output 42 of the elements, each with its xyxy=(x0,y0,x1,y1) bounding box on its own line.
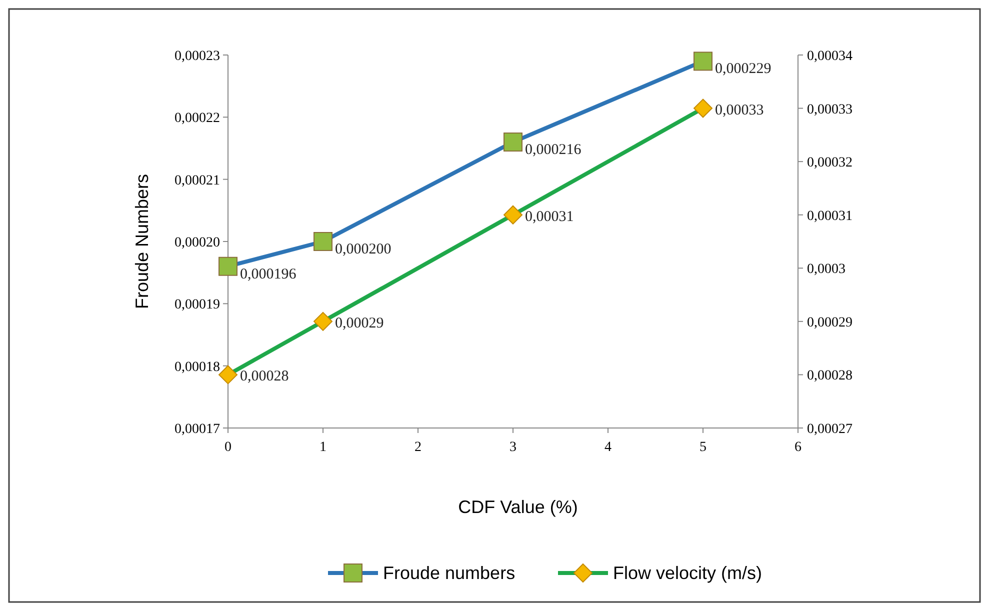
x-axis-title: CDF Value (%) xyxy=(458,497,578,517)
y-tick-label: 0,00022 xyxy=(174,111,220,126)
x-tick-label: 6 xyxy=(794,440,802,455)
data-label: 0,000200 xyxy=(335,242,392,258)
data-label: 0,00031 xyxy=(525,208,574,225)
x-tick-label: 4 xyxy=(604,440,612,455)
y-tick-label: 0,00018 xyxy=(174,360,220,375)
data-label: 0,000216 xyxy=(525,142,582,158)
y-axis-title: Froude Numbers xyxy=(132,174,152,310)
y2-tick-label: 0,00027 xyxy=(807,422,852,437)
x-tick-label: 2 xyxy=(414,440,422,455)
point xyxy=(504,205,522,224)
legend-label: Flow velocity (m/s) xyxy=(613,563,762,583)
point xyxy=(314,312,332,331)
point xyxy=(218,365,238,384)
y2-tick-label: 0,00031 xyxy=(807,208,852,224)
point xyxy=(694,98,712,118)
y-tick-label: 0,00020 xyxy=(174,236,220,250)
y2-tick-label: 0,00032 xyxy=(807,156,852,171)
x-tick-label: 0 xyxy=(224,440,232,455)
y-tick-label: 0,00023 xyxy=(174,49,220,64)
data-label: 0,00033 xyxy=(715,102,764,118)
y2-tick-label: 0,00029 xyxy=(807,315,852,330)
data-label: 0,000196 xyxy=(240,266,297,282)
y-tick-label: 0,00017 xyxy=(174,422,220,437)
point xyxy=(218,256,238,276)
legend-label: Froude numbers xyxy=(383,563,516,583)
y2-tick-label: 0,00033 xyxy=(807,102,852,118)
x-tick-label: 5 xyxy=(700,440,706,455)
point xyxy=(504,132,522,152)
y2-tick-label: 0,00028 xyxy=(807,368,852,384)
y2-tick-label: 0,0003 xyxy=(807,262,846,278)
data-label: 0,00029 xyxy=(335,315,384,332)
point xyxy=(314,232,332,251)
y-tick-label: 0,00021 xyxy=(174,173,220,188)
y2-tick-label: 0,00034 xyxy=(807,49,852,64)
y-tick-label: 0,00019 xyxy=(174,298,220,313)
x-tick-label: 3 xyxy=(510,440,516,455)
x-tick-label: 1 xyxy=(320,440,326,455)
data-label: 0,00028 xyxy=(240,368,289,385)
data-label: 0,000229 xyxy=(715,61,772,78)
point xyxy=(694,52,712,71)
